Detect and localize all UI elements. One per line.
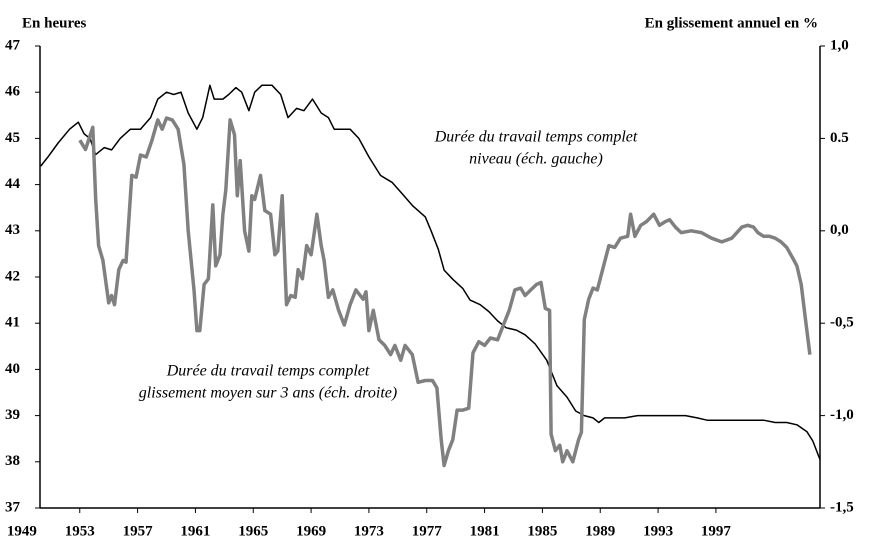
x-tick-label: 1973: [354, 523, 384, 539]
y-tick-label: 43: [5, 222, 20, 238]
y-tick-label: 45: [5, 130, 20, 146]
x-tick-label: 1985: [527, 523, 557, 539]
x-tick-label: 1981: [470, 523, 500, 539]
y-tick-label: 40: [5, 361, 20, 377]
y2-tick-label: -0,5: [830, 315, 854, 331]
y-tick-label: 41: [5, 315, 20, 331]
line-series: [40, 84, 821, 460]
x-tick-label: 1997: [701, 523, 732, 539]
y2-tick-label: 0,0: [830, 222, 849, 238]
y2-tick-label: -1,5: [830, 499, 854, 515]
y2-tick-label: -1,0: [830, 407, 854, 423]
series-annotation: Durée du travail temps complet: [166, 363, 370, 380]
y-tick-label: 38: [5, 453, 20, 469]
y-tick-label: 42: [5, 268, 20, 284]
x-tick-label: 1977: [412, 523, 443, 539]
y-tick-label: 44: [5, 176, 21, 192]
x-tick-label: 1993: [643, 523, 673, 539]
line-series: [78, 116, 812, 468]
x-tick-label: 1961: [180, 523, 210, 539]
series-annotation: niveau (éch. gauche): [469, 151, 603, 168]
y-axis-label: En heures: [22, 15, 86, 31]
y2-tick-label: 1,0: [830, 37, 849, 53]
x-tick-label: 1957: [123, 523, 154, 539]
y-tick-label: 37: [5, 499, 21, 515]
x-tick-label: 1965: [238, 523, 268, 539]
y-tick-label: 46: [5, 84, 21, 100]
y2-axis-label: En glissement annuel en %: [645, 15, 818, 31]
y-tick-label: 47: [5, 37, 21, 53]
x-tick-label: 1949: [7, 523, 37, 539]
series-annotation: Durée du travail temps complet: [434, 129, 638, 146]
x-tick-label: 1969: [296, 523, 326, 539]
y-tick-label: 39: [5, 407, 20, 423]
x-tick-label: 1953: [65, 523, 95, 539]
y2-tick-label: 0.5: [830, 130, 849, 146]
series-annotation: glissement moyen sur 3 ans (éch. droite): [139, 385, 397, 402]
x-tick-label: 1989: [585, 523, 615, 539]
